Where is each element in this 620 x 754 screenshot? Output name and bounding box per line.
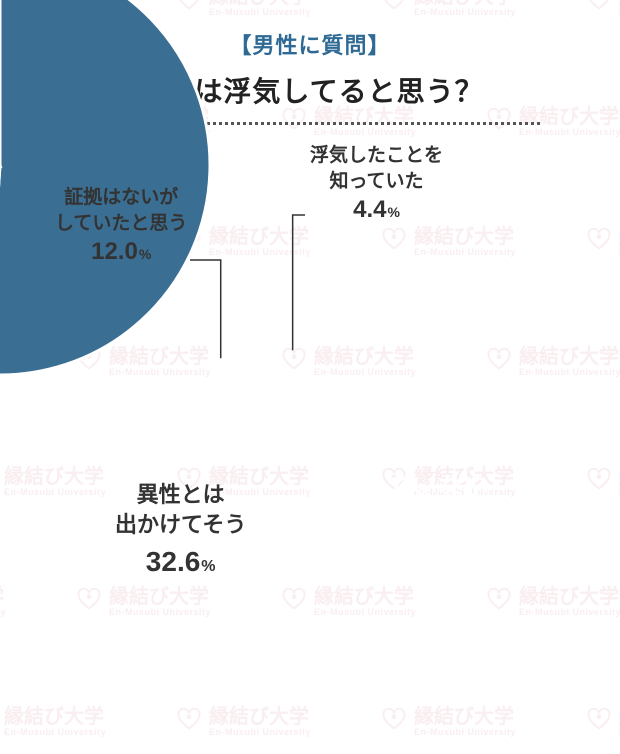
slice-callout: 浮気したことを知っていた4.4% [310,143,443,227]
slice-label: 異性とは出かけてそう32.6% [115,480,246,581]
slice-label-main: ゼッタイしていない51.1% [360,435,489,552]
slice-callout: 証拠はないがしていたと思う12.0% [55,185,187,269]
pie-chart: ゼッタイしていない51.1% 異性とは出かけてそう32.6% 証拠はないがしていたと… [0,125,620,745]
